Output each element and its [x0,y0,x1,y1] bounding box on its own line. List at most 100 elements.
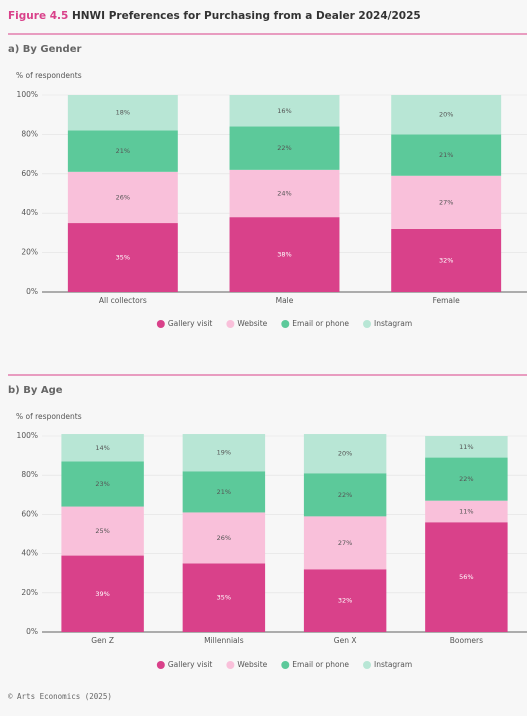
legend-swatch [281,661,290,669]
legend-swatch [281,320,290,328]
value-label: 21% [217,488,231,496]
chart-title: a) By Gender [8,44,81,55]
value-label: 26% [116,193,130,201]
bar-segment [425,522,508,632]
y-tick-label: 40% [21,549,38,558]
value-label: 25% [95,527,109,535]
value-label: 11% [459,507,473,515]
bar-segment [229,169,340,218]
bar-segment [67,223,178,292]
title-text: HNWI Preferences for Purchasing from a D… [72,10,421,22]
legend-swatch [363,320,372,328]
legend-swatch [363,661,372,669]
value-label: 22% [338,491,352,499]
legend-swatch [156,320,165,328]
chart-title: b) By Age [8,385,63,396]
y-tick-label: 20% [21,588,38,597]
source: © Arts Economics (2025) [8,692,112,701]
x-tick-label: Boomers [450,636,483,645]
legend-label: Gallery visit [168,660,213,669]
legend-swatch [156,661,165,669]
bar-segment [182,434,266,472]
bar-segment [391,175,502,229]
value-label: 32% [338,597,352,605]
value-label: 56% [459,573,473,581]
value-label: 26% [217,534,231,542]
value-label: 21% [439,151,453,159]
bar-segment [425,500,508,523]
x-tick-label: Millennials [204,636,244,645]
bar-segment [61,506,144,556]
legend-label: Instagram [374,660,412,669]
bar-segment [425,436,508,458]
bar-segment [61,555,144,632]
y-tick-label: 20% [21,248,38,257]
page-title: Figure 4.5 HNWI Preferences for Purchasi… [8,10,421,22]
bar-segment [303,434,387,474]
value-label: 24% [277,190,291,198]
bar-segment [67,95,178,131]
value-label: 27% [338,539,352,547]
bar-segment [391,228,502,292]
value-label: 11% [459,443,473,451]
bar-segment [67,130,178,172]
y-axis-label: % of respondents [16,71,82,80]
bar-segment [182,471,266,513]
y-tick-label: 100% [17,90,38,99]
bar-segment [229,217,340,292]
bar-segment [182,563,266,632]
y-tick-label: 0% [26,287,38,296]
legend-label: Website [237,660,267,669]
bar-segment [67,171,178,224]
bar-segment [391,134,502,176]
x-tick-label: Female [433,296,461,305]
value-label: 14% [95,444,109,452]
x-tick-label: Gen X [334,636,357,645]
x-tick-label: All collectors [99,296,147,305]
y-tick-label: 60% [21,169,38,178]
bar-segment [391,95,502,135]
value-label: 16% [277,107,291,115]
y-tick-label: 0% [26,627,38,636]
legend-label: Gallery visit [168,319,213,328]
x-tick-label: Male [276,296,294,305]
bar-segment [303,473,387,517]
y-tick-label: 40% [21,208,38,217]
bar-segment [425,457,508,501]
value-label: 35% [217,594,231,602]
bar-segment [303,516,387,570]
y-tick-label: 100% [17,431,38,440]
bar-segment [182,512,266,564]
y-tick-label: 80% [21,129,38,138]
legend-label: Email or phone [292,319,349,328]
value-label: 22% [277,144,291,152]
x-tick-label: Gen Z [91,636,114,645]
legend-swatch [226,661,235,669]
value-label: 22% [459,475,473,483]
legend-label: Email or phone [292,660,349,669]
value-label: 23% [95,480,109,488]
y-axis-label: % of respondents [16,412,82,421]
value-label: 35% [116,254,130,262]
bar-segment [229,95,340,127]
value-label: 39% [95,590,109,598]
figure-number: Figure 4.5 [8,10,68,22]
y-tick-label: 60% [21,509,38,518]
bar-segment [61,461,144,507]
value-label: 38% [277,251,291,259]
y-tick-label: 80% [21,470,38,479]
bar-segment [61,434,144,462]
value-label: 20% [338,450,352,458]
bar-segment [229,126,340,170]
legend-label: Website [237,319,267,328]
value-label: 27% [439,198,453,206]
value-label: 18% [116,109,130,117]
value-label: 32% [439,256,453,264]
legend-swatch [226,320,235,328]
bar-segment [303,569,387,632]
value-label: 20% [439,111,453,119]
value-label: 19% [217,449,231,457]
legend-label: Instagram [374,319,412,328]
value-label: 21% [116,147,130,155]
